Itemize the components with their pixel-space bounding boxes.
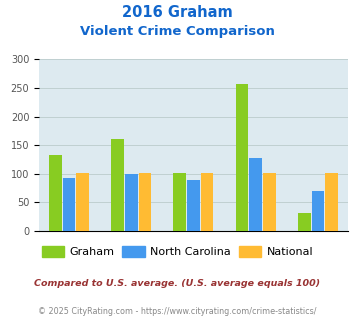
Bar — [138, 173, 151, 231]
Bar — [174, 173, 186, 231]
Bar — [263, 173, 276, 231]
Text: © 2025 CityRating.com - https://www.cityrating.com/crime-statistics/: © 2025 CityRating.com - https://www.city… — [38, 307, 317, 316]
Bar — [312, 191, 324, 231]
Bar — [236, 84, 248, 231]
Bar — [49, 155, 61, 231]
Bar — [250, 158, 262, 231]
Text: 2016 Graham: 2016 Graham — [122, 5, 233, 20]
Bar — [125, 174, 137, 231]
Text: Violent Crime Comparison: Violent Crime Comparison — [80, 25, 275, 38]
Bar — [187, 180, 200, 231]
Bar — [326, 173, 338, 231]
Text: Compared to U.S. average. (U.S. average equals 100): Compared to U.S. average. (U.S. average … — [34, 279, 321, 288]
Bar — [62, 178, 75, 231]
Bar — [298, 213, 311, 231]
Bar — [201, 173, 213, 231]
Legend: Graham, North Carolina, National: Graham, North Carolina, National — [37, 242, 318, 261]
Bar — [111, 140, 124, 231]
Bar — [76, 173, 89, 231]
